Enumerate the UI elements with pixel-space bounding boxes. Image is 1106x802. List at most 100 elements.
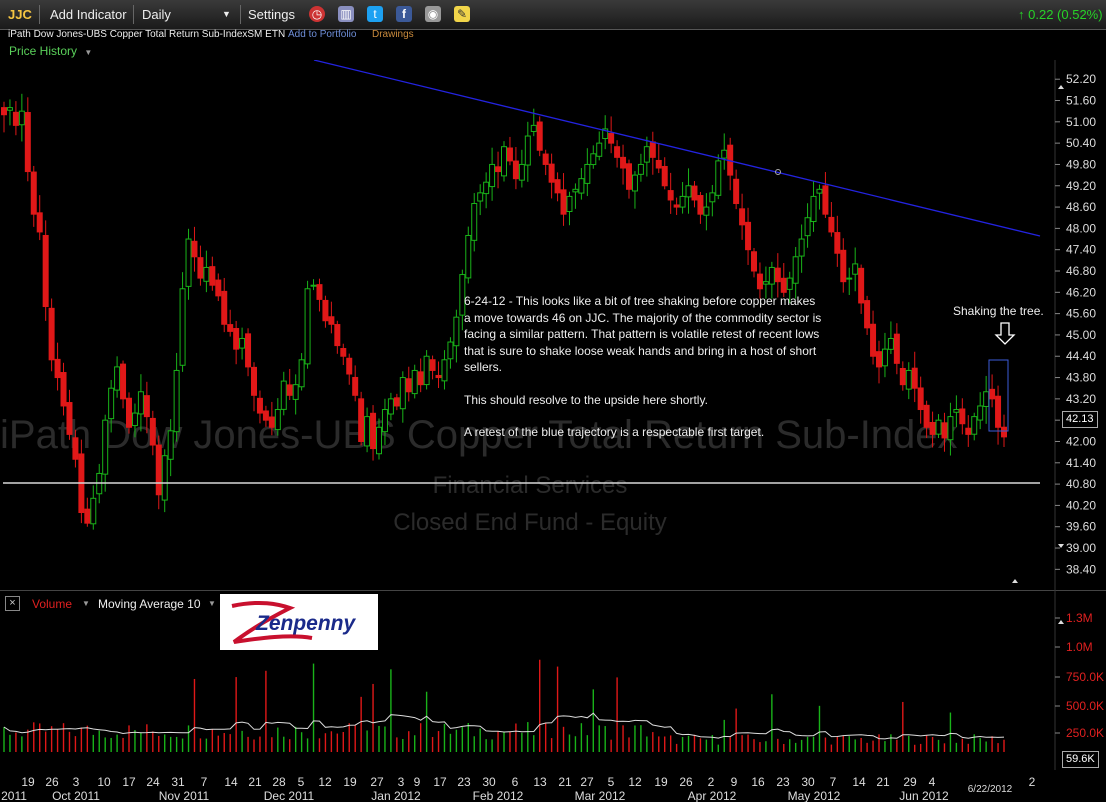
candle-down	[429, 359, 436, 371]
panel-collapse-icon[interactable]	[1012, 579, 1018, 583]
candle-down	[60, 372, 67, 407]
candle-down	[42, 234, 49, 308]
day-tick-label: 3	[73, 775, 80, 789]
candle-down	[149, 417, 156, 446]
candle-down	[864, 300, 871, 329]
candle-down	[673, 204, 680, 208]
candle-down	[233, 328, 240, 350]
candle-down	[995, 395, 1002, 428]
candle-up	[584, 163, 591, 184]
candle-down	[72, 437, 79, 460]
candle-up	[947, 416, 954, 441]
day-tick-label: 27	[580, 775, 594, 789]
candle-down	[560, 189, 567, 215]
day-tick-label: 7	[201, 775, 208, 789]
facebook-icon[interactable]: f	[396, 6, 412, 22]
volume-chart[interactable]: 1.3M 1.0M 750.0K 500.0K 250.0K	[0, 590, 1106, 770]
candle-down	[495, 166, 502, 173]
candle-up	[411, 369, 418, 395]
watermark-sector: Financial Services	[433, 472, 628, 499]
day-tick-label: 10	[97, 775, 111, 789]
candle-down	[780, 277, 787, 293]
candle-down	[340, 348, 347, 357]
add-indicator-button[interactable]: Add Indicator	[50, 7, 127, 22]
candle-down	[346, 357, 353, 375]
candle-up	[637, 163, 644, 175]
price-axis: 52.20 51.60 51.00 50.40 49.80 49.20 48.60 48.00…	[1055, 72, 1096, 576]
day-tick-label: 21	[558, 775, 572, 789]
twitter-icon[interactable]: t	[367, 6, 383, 22]
day-tick-label: 19	[343, 775, 357, 789]
panel-divider[interactable]	[0, 590, 1106, 591]
candle-up	[703, 206, 710, 216]
annotation-paragraph-2: This should resolve to the upside here s…	[464, 392, 708, 407]
scroll-up-icon[interactable]	[1058, 620, 1064, 624]
scroll-down-icon[interactable]	[1058, 544, 1064, 548]
ticker-symbol[interactable]: JJC	[8, 7, 32, 22]
day-tick-label: 28	[272, 775, 286, 789]
month-labels: 2011 Oct 2011 Nov 2011 Dec 2011 Jan 2012 Feb …	[1, 789, 949, 802]
price-tick-label: 45.60	[1066, 307, 1096, 321]
candle-up	[292, 384, 299, 400]
price-change-value: 0.22 (0.52%)	[1028, 7, 1103, 22]
candle-down	[661, 165, 668, 187]
candle-up	[387, 398, 394, 415]
candle-down	[667, 190, 674, 201]
moving-average-label[interactable]: Moving Average 10	[98, 597, 201, 611]
day-tick-label: 5	[608, 775, 615, 789]
candle-down	[542, 153, 549, 165]
candle-down	[209, 266, 216, 286]
drawings-link[interactable]: Drawings	[372, 29, 414, 40]
candle-down	[536, 121, 543, 151]
candle-up	[161, 455, 168, 501]
candle-down	[506, 147, 513, 162]
day-tick-label: 16	[751, 775, 765, 789]
shaking-tree-callout: Shaking the tree.	[953, 304, 1044, 318]
settings-button[interactable]: Settings	[248, 7, 295, 22]
downtrend-line[interactable]	[313, 60, 1041, 237]
candle-down	[328, 316, 335, 325]
day-tick-label: 30	[482, 775, 496, 789]
trendline-handle[interactable]	[775, 169, 781, 175]
candle-down	[751, 251, 757, 272]
close-panel-icon[interactable]: ×	[5, 596, 20, 611]
chevron-down-icon[interactable]: ▼	[208, 599, 216, 608]
camera-icon[interactable]: ◉	[425, 6, 441, 22]
up-arrow-icon: ↑	[1018, 7, 1025, 22]
chevron-down-icon[interactable]: ▼	[82, 599, 90, 608]
day-tick-label: 19	[21, 775, 35, 789]
scroll-up-icon[interactable]	[1058, 85, 1064, 89]
price-history-selector[interactable]: Price History ▼	[9, 44, 92, 58]
price-tick-label: 40.20	[1066, 498, 1096, 512]
price-tick-label: 48.00	[1066, 221, 1096, 235]
volume-label[interactable]: Volume	[32, 597, 73, 611]
price-chart[interactable]: iPath Dow Jones-UBS Copper Total Return …	[0, 60, 1106, 590]
candle-down	[917, 387, 924, 411]
day-tick-label: 4	[929, 775, 936, 789]
notes-icon[interactable]: ✎	[454, 6, 470, 22]
interval-dropdown[interactable]: Daily ▼	[142, 0, 232, 29]
interval-label: Daily	[142, 7, 171, 22]
candle-down	[256, 397, 263, 414]
watermark-industry: Closed End Fund - Equity	[393, 509, 666, 536]
candle-down	[608, 132, 615, 144]
candle-up	[239, 337, 246, 349]
candle-up	[643, 146, 650, 163]
month-label: Oct 2011	[52, 789, 100, 802]
candle-down	[512, 160, 519, 180]
day-tick-label: 13	[533, 775, 547, 789]
comparison-icon[interactable]: ▥	[338, 6, 354, 22]
candle-down	[828, 216, 835, 233]
add-to-portfolio-link[interactable]: Add to Portfolio	[288, 29, 357, 40]
candle-down	[30, 171, 37, 215]
volume-axis: 1.3M 1.0M 750.0K 500.0K 250.0K	[1055, 611, 1104, 740]
price-tick-label: 39.60	[1066, 520, 1096, 534]
day-tick-label: 12	[318, 775, 332, 789]
candle-up	[935, 419, 942, 435]
candle-up	[685, 185, 692, 198]
zenpenny-logo: Zenpenny	[220, 594, 378, 650]
candle-up	[905, 369, 912, 390]
alarm-icon[interactable]: ◷	[309, 6, 325, 22]
candle-down	[614, 146, 621, 158]
candle-up	[887, 337, 894, 350]
